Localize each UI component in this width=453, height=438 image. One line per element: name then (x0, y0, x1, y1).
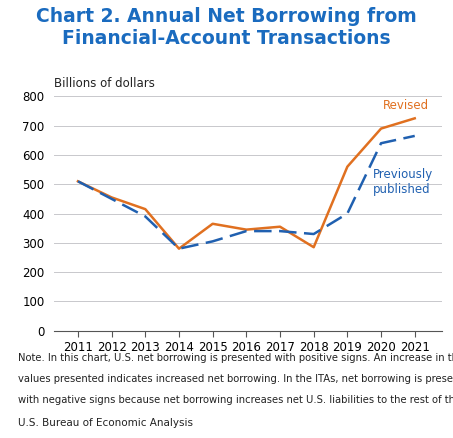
Text: values presented indicates increased net borrowing. In the ITAs, net borrowing i: values presented indicates increased net… (18, 374, 453, 384)
Text: Previously
published: Previously published (373, 168, 433, 196)
Text: Revised: Revised (383, 99, 429, 113)
Text: with negative signs because net borrowing increases net U.S. liabilities to the : with negative signs because net borrowin… (18, 395, 453, 405)
Text: Note. In this chart, U.S. net borrowing is presented with positive signs. An inc: Note. In this chart, U.S. net borrowing … (18, 353, 453, 363)
Text: U.S. Bureau of Economic Analysis: U.S. Bureau of Economic Analysis (18, 418, 193, 428)
Text: Chart 2. Annual Net Borrowing from
Financial-Account Transactions: Chart 2. Annual Net Borrowing from Finan… (36, 7, 417, 48)
Text: Billions of dollars: Billions of dollars (54, 77, 155, 90)
